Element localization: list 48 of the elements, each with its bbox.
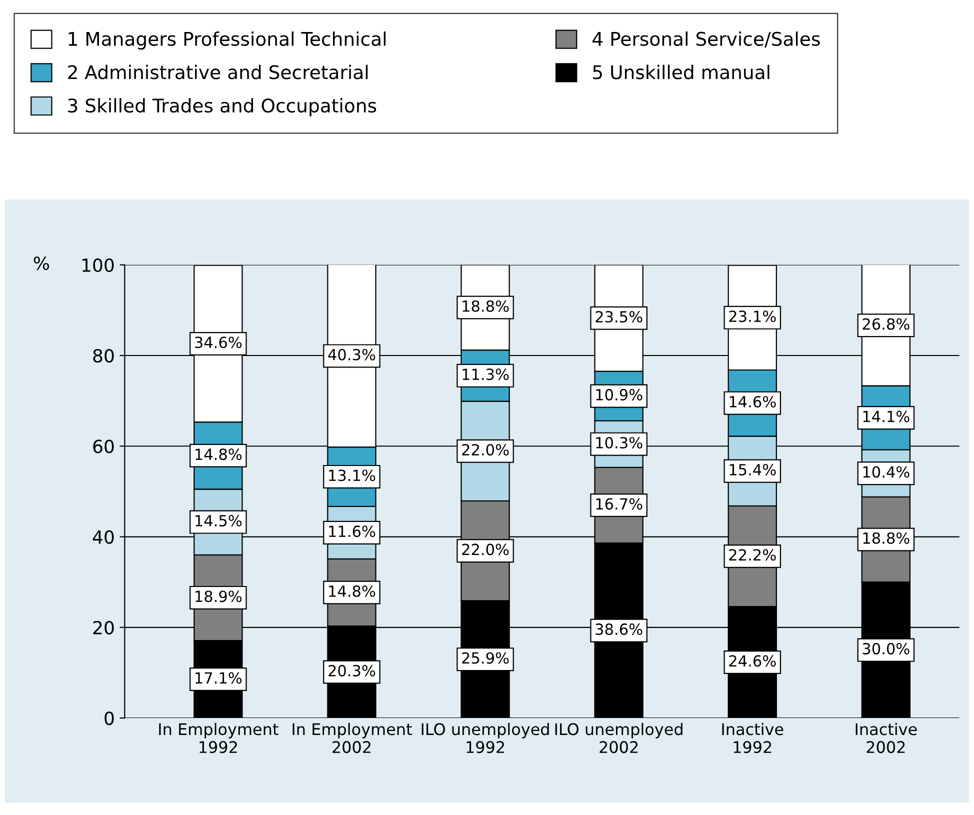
data-label: 16.7% — [596, 498, 642, 510]
data-label: 20.3% — [328, 664, 376, 676]
legend-label: 3 Skilled Trades and Occupations — [68, 98, 376, 116]
data-label: 14.1% — [863, 410, 910, 422]
data-label: 40.3% — [328, 348, 376, 360]
data-label: 14.8% — [329, 585, 376, 597]
data-label: 10.3% — [596, 436, 642, 449]
data-label: 26.8% — [862, 318, 910, 330]
data-label: 10.9% — [596, 388, 642, 400]
y-tick-label: 100 — [82, 258, 114, 272]
y-tick-label: 60 — [93, 440, 114, 454]
y-tick-label: 20 — [93, 620, 114, 635]
y-tick-label: 40 — [92, 530, 114, 544]
x-tick-label: In Employment 2002 — [292, 722, 412, 754]
data-label: 14.6% — [730, 396, 776, 408]
data-label: 22.0% — [462, 444, 509, 456]
x-tick-label: In Employment 1992 — [159, 722, 278, 754]
data-label: 10.4% — [863, 466, 910, 478]
x-tick-label: Inactive 2002 — [856, 722, 917, 754]
y-tick-label: 0 — [104, 711, 114, 726]
data-label: 11.6% — [329, 526, 376, 538]
data-label: 23.5% — [596, 310, 642, 323]
data-label: 18.8% — [462, 300, 509, 312]
data-label: 15.4% — [730, 464, 776, 476]
data-label: 17.1% — [196, 672, 242, 684]
data-label: 18.8% — [863, 532, 910, 544]
y-axis-title: % — [34, 256, 50, 270]
x-tick-label: Inactive 1992 — [722, 722, 784, 754]
legend-label: 2 Administrative and Secretarial — [68, 64, 368, 80]
data-label: 25.9% — [462, 652, 509, 664]
data-label: 14.5% — [196, 514, 242, 526]
data-label: 22.0% — [462, 544, 509, 556]
legend-label: 4 Personal Service/Sales — [592, 31, 820, 48]
data-label: 24.6% — [729, 655, 776, 667]
data-label: 38.6% — [596, 623, 642, 635]
legend-label: 5 Unskilled manual — [593, 64, 770, 80]
data-label: 30.0% — [862, 642, 910, 654]
data-label: 23.1% — [729, 310, 776, 322]
data-label: 14.8% — [196, 448, 242, 460]
data-label: 18.9% — [196, 590, 242, 602]
data-label: 34.6% — [195, 336, 242, 348]
legend-label: 1 Managers Professional Technical — [68, 31, 386, 50]
x-tick-label: ILO unemployed 2002 — [555, 722, 682, 754]
data-label: 22.2% — [729, 549, 776, 561]
x-tick-label: ILO unemployed 1992 — [422, 722, 549, 754]
y-tick-label: 80 — [93, 348, 114, 363]
data-label: 13.1% — [329, 470, 376, 482]
data-label: 11.3% — [462, 368, 509, 380]
